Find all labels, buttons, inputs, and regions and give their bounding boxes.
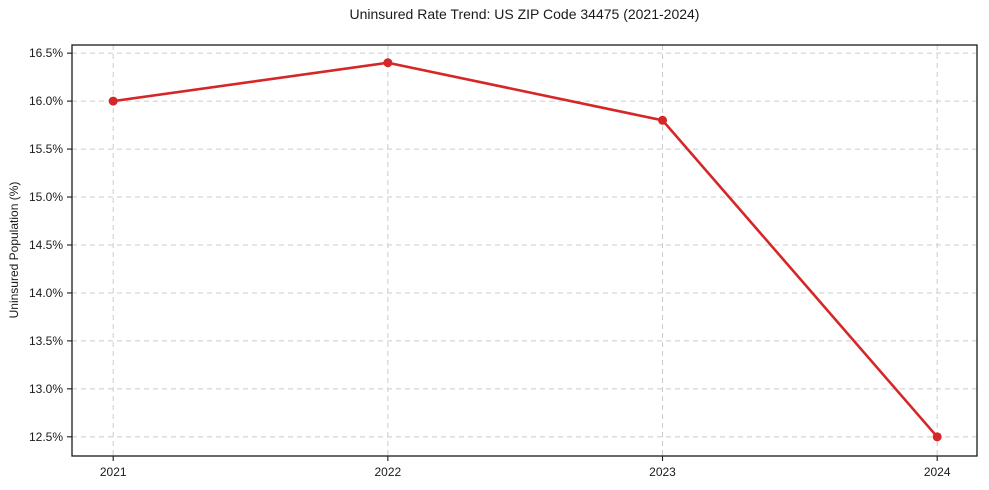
series-line	[111, 61, 939, 439]
y-tick-label: 12.5%	[29, 430, 63, 444]
plot-border	[71, 44, 978, 457]
y-tick-label: 13.0%	[29, 382, 63, 396]
x-tick-label: 2021	[100, 465, 127, 479]
chart-title: Uninsured Rate Trend: US ZIP Code 34475 …	[349, 6, 700, 22]
data-point	[932, 432, 942, 442]
data-point	[383, 58, 393, 68]
y-tick-label: 15.0%	[29, 190, 63, 204]
y-tick-label: 15.5%	[29, 142, 63, 156]
y-tick-label: 16.0%	[29, 94, 63, 108]
x-tick-label: 2023	[649, 465, 676, 479]
data-point	[658, 115, 668, 125]
y-tick-label: 14.5%	[29, 238, 63, 252]
y-tick-label: 13.5%	[29, 334, 63, 348]
y-tick-label: 16.5%	[29, 46, 63, 60]
x-tick-label: 2024	[924, 465, 951, 479]
x-tick-label: 2022	[375, 465, 402, 479]
y-tick-label: 14.0%	[29, 286, 63, 300]
data-point	[108, 96, 118, 106]
